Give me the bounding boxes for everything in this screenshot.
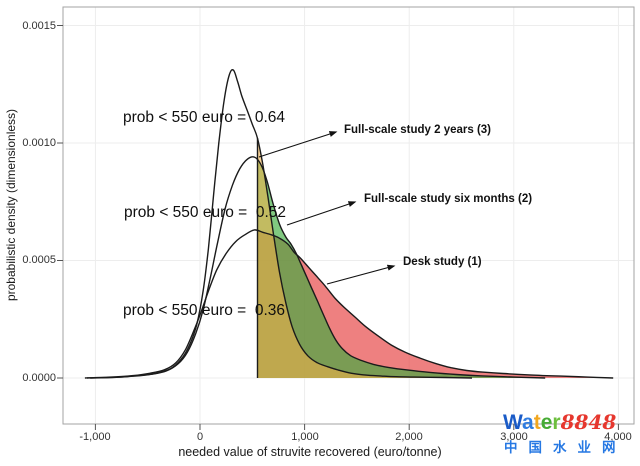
gridlines — [63, 7, 634, 424]
axis-tick-marks — [57, 25, 619, 430]
density-fill-areas — [257, 138, 614, 378]
x-tick-label: 4,000 — [604, 431, 632, 443]
x-axis-title: needed value of struvite recovered (euro… — [178, 445, 442, 459]
watermark-letter: e — [540, 411, 553, 434]
watermark-letter: a — [522, 411, 534, 434]
watermark-letter: t — [533, 411, 541, 434]
x-tick-label: 1,000 — [291, 431, 319, 443]
watermark-suffix: 8848 — [560, 410, 617, 434]
panel-border — [62, 6, 635, 425]
y-axis-title: probabilistic density (dimensionless) — [4, 108, 18, 302]
watermark-subtitle: 中国水业网 — [504, 440, 627, 455]
watermark-brand: Water8848 — [503, 411, 616, 434]
x-tick-label: -1,000 — [79, 431, 111, 443]
y-tick-label: 0.0005 — [22, 254, 56, 266]
y-tick-label: 0.0010 — [22, 137, 56, 149]
x-tick-label: 2,000 — [395, 431, 423, 443]
y-tick-label: 0.0015 — [22, 20, 56, 32]
series-label-six-months: Full-scale study six months (2) — [364, 193, 533, 205]
annotation-arrows — [258, 131, 396, 285]
y-tick-label: 0.0000 — [22, 372, 56, 384]
series-label-desk-study: Desk study (1) — [403, 256, 482, 268]
prob-annotation-052: prob < 550 euro = 0.52 — [124, 204, 287, 221]
prob-annotation-036: prob < 550 euro = 0.36 — [123, 302, 286, 319]
x-tick-label: 0 — [196, 431, 204, 443]
watermark-letter: W — [503, 411, 523, 434]
density-curves — [84, 69, 614, 379]
x-tick-label: 3,000 — [500, 431, 528, 443]
series-label-2-years: Full-scale study 2 years (3) — [344, 124, 492, 136]
watermark-letter: r — [552, 411, 561, 434]
prob-annotation-064: prob < 550 euro = 0.64 — [123, 109, 286, 126]
